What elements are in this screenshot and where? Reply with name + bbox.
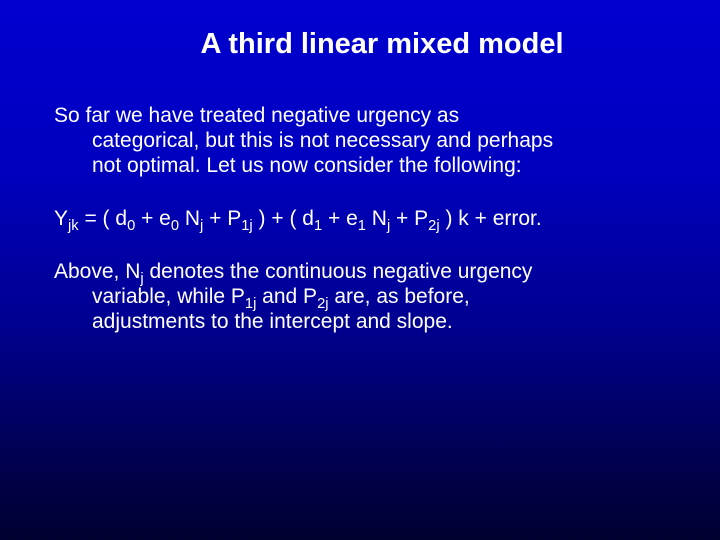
paragraph-3: Above, Nj denotes the continuous negativ… — [54, 259, 670, 335]
f-e1-sub: 1 — [358, 218, 366, 234]
p1-line2: categorical, but this is not necessary a… — [92, 129, 553, 152]
p3-t2: denotes the continuous negative urgency — [144, 260, 533, 283]
p3-t1: Above, N — [54, 260, 140, 283]
f-eq5: ) + ( d — [253, 207, 314, 230]
p3-line2c: are, as before, — [329, 285, 470, 308]
f-Y: Y — [54, 207, 68, 230]
p1-line3: not optimal. Let us now consider the fol… — [92, 154, 522, 177]
f-P2j-sub: 2j — [428, 218, 439, 234]
f-eq1: = ( d — [79, 207, 127, 230]
f-eq2: + e — [135, 207, 171, 230]
f-eq6: + e — [322, 207, 358, 230]
f-Y-sub: jk — [68, 218, 79, 234]
p3-line2a: variable, while P — [92, 285, 245, 308]
p3-line3: adjustments to the intercept and slope. — [92, 310, 453, 333]
f-eq9: ) k + error. — [440, 207, 542, 230]
f-eq3: N — [179, 207, 200, 230]
p3-line2b: and P — [256, 285, 317, 308]
slide: A third linear mixed model So far we hav… — [0, 0, 720, 540]
slide-title: A third linear mixed model — [54, 28, 670, 61]
formula-line: Yjk = ( d0 + e0 Nj + P1j ) + ( d1 + e1 N… — [54, 207, 670, 231]
f-eq7: N — [366, 207, 387, 230]
paragraph-1: So far we have treated negative urgency … — [54, 103, 670, 179]
f-e0-sub: 0 — [171, 218, 179, 234]
f-eq8: + P — [390, 207, 428, 230]
f-eq4: + P — [203, 207, 241, 230]
f-d1-sub: 1 — [314, 218, 322, 234]
f-P1j-sub: 1j — [241, 218, 252, 234]
p1-line1: So far we have treated negative urgency … — [54, 104, 459, 127]
